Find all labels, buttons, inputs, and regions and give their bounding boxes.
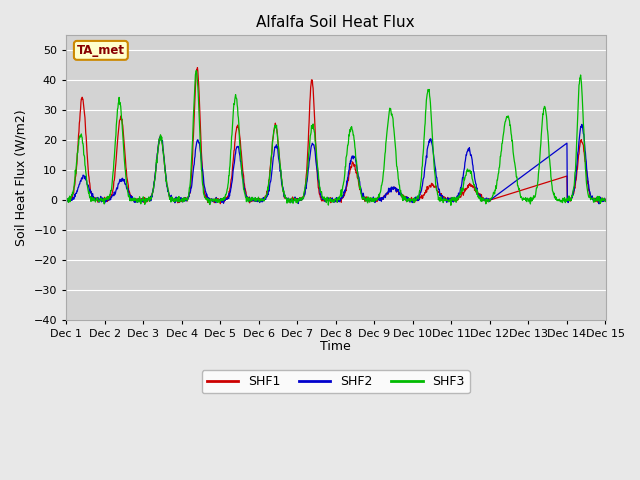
SHF1 [546,179,554,184]
SHF1 [406,199,413,205]
SHF3 [406,197,413,203]
SHF1 [243,195,251,201]
SHF3 [243,195,251,201]
SHF3 [62,199,70,205]
SHF1 [193,65,201,71]
SHF2 [545,154,553,159]
SHF3 [379,179,387,184]
SHF2 [62,196,70,202]
SHF1 [216,201,224,206]
Line: SHF3: SHF3 [66,71,605,205]
Y-axis label: Soil Heat Flux (W/m2): Soil Heat Flux (W/m2) [15,109,28,246]
SHF3 [546,157,554,163]
SHF3 [193,68,200,73]
Title: Alfalfa Soil Heat Flux: Alfalfa Soil Heat Flux [257,15,415,30]
Legend: SHF1, SHF2, SHF3: SHF1, SHF2, SHF3 [202,370,470,393]
SHF3 [179,199,187,205]
SHF2 [595,201,603,207]
SHF1 [179,197,187,203]
SHF1 [602,196,609,202]
SHF1 [379,194,387,200]
SHF1 [464,183,472,189]
SHF2 [405,197,413,203]
X-axis label: Time: Time [321,340,351,353]
SHF2 [378,196,386,202]
SHF3 [447,203,454,208]
Line: SHF2: SHF2 [66,124,605,204]
SHF2 [243,193,250,199]
Text: TA_met: TA_met [77,44,125,57]
SHF1 [62,195,70,201]
Line: SHF1: SHF1 [66,68,605,204]
SHF2 [463,149,471,155]
SHF2 [179,196,187,202]
SHF2 [578,121,586,127]
SHF3 [602,199,609,204]
SHF3 [464,166,472,172]
SHF2 [602,198,609,204]
